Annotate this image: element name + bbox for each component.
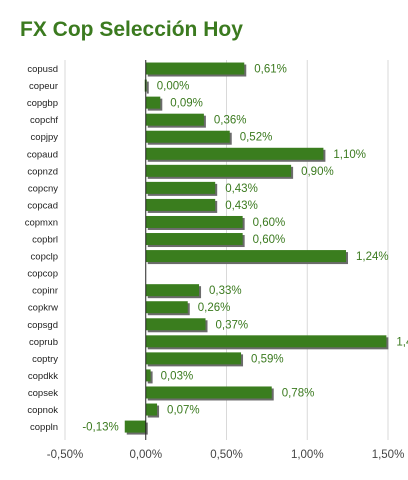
data-label: 0,09%	[170, 98, 203, 110]
category-label: copjpy	[31, 132, 59, 143]
data-label: 0,37%	[216, 319, 249, 331]
bar-layer	[124, 62, 389, 435]
bar	[145, 181, 216, 194]
category-label: copgbp	[27, 98, 58, 109]
category-label: copkrw	[28, 303, 58, 314]
axis-layer: -0,50% 0,00% 0,50% 1,00% 1,50%	[47, 60, 405, 461]
data-label: 0,03%	[161, 370, 194, 382]
bar	[145, 113, 204, 126]
bar	[145, 62, 245, 75]
data-label: 0,52%	[240, 132, 273, 144]
bar	[145, 164, 292, 177]
category-label: coppln	[30, 422, 58, 433]
data-label: 0,59%	[251, 353, 284, 365]
category-label: copusd	[27, 64, 58, 75]
chart-title: FX Cop Selección Hoy	[20, 18, 243, 41]
category-label: coprub	[29, 337, 58, 348]
data-label: 0,78%	[282, 387, 315, 399]
category-label: copsgd	[27, 320, 58, 331]
category-label: copdkk	[28, 371, 58, 382]
bar	[145, 250, 347, 263]
category-label: copclp	[31, 252, 58, 263]
bar	[145, 215, 243, 228]
bar	[145, 352, 242, 365]
bar	[145, 198, 216, 211]
data-label: 0,60%	[253, 217, 286, 229]
bar	[145, 301, 188, 314]
x-tick-label: 0,50%	[210, 449, 243, 461]
category-label: copcny	[28, 183, 58, 194]
grid-layer	[64, 60, 389, 440]
data-label: 0,90%	[301, 166, 334, 178]
bar	[145, 284, 200, 297]
category-label: copnzd	[27, 166, 58, 177]
bar	[145, 335, 387, 348]
data-label: 0,43%	[225, 200, 258, 212]
category-label: copinr	[32, 286, 58, 297]
bar	[145, 318, 206, 331]
x-tick-label: 1,50%	[372, 449, 405, 461]
data-label: 0,43%	[225, 183, 258, 195]
category-label: copaud	[27, 149, 58, 160]
data-label: 0,33%	[209, 285, 242, 297]
bar	[145, 130, 230, 143]
data-label: 1,4	[396, 336, 408, 348]
category-label: coptry	[32, 354, 58, 365]
bar-shadow	[146, 81, 149, 94]
data-label: -0,13%	[82, 422, 118, 434]
category-label: copsek	[28, 388, 58, 399]
bar	[145, 403, 158, 416]
data-label: 0,61%	[254, 64, 287, 76]
bar	[145, 233, 243, 246]
data-label: 0,36%	[214, 115, 247, 127]
data-label: 0,26%	[198, 302, 231, 314]
category-label: copcad	[27, 200, 58, 211]
x-tick-label: -0,50%	[47, 449, 83, 461]
x-tick-label: 0,00%	[129, 449, 162, 461]
category-label: copbrl	[32, 235, 58, 246]
x-tick-label: 1,00%	[291, 449, 324, 461]
data-label: 0,00%	[157, 81, 190, 93]
category-label: copmxn	[25, 217, 58, 228]
bar	[145, 96, 161, 109]
bar	[124, 420, 146, 433]
category-label: copnok	[27, 405, 58, 416]
bar	[145, 386, 272, 399]
data-label: 1,10%	[333, 149, 366, 161]
bar	[145, 369, 151, 382]
data-label: 0,07%	[167, 405, 200, 417]
category-label: copeur	[29, 81, 58, 92]
data-label: 1,24%	[356, 251, 389, 263]
data-label: 0,60%	[253, 234, 286, 246]
bar	[145, 147, 324, 160]
category-label: copcop	[27, 269, 58, 280]
label-layer: copusd 0,61% copeur 0,00% copgbp 0,09% copchf 0…	[25, 64, 408, 434]
category-label: copchf	[30, 115, 58, 126]
